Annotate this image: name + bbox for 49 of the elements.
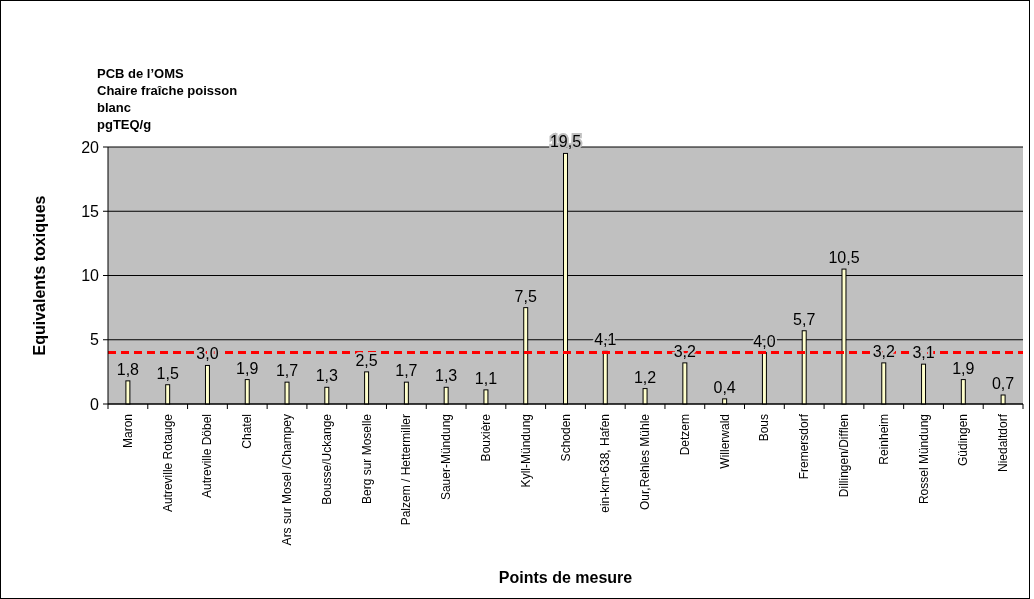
y-tick-label: 10 [81, 267, 100, 285]
y-tick-label: 5 [90, 331, 100, 349]
x-tick-label: Niedaltdorf [996, 413, 1011, 473]
x-tick-label: Palzem / Hettermiller [399, 414, 414, 526]
x-tick-label: Rossel Mündung [916, 414, 931, 505]
data-label: 1,1 [474, 369, 498, 387]
x-tick-label: ein-km-638, Hafen [598, 414, 613, 513]
y-axis-title: Equivalents toxiques [31, 195, 48, 356]
data-label: 0,4 [713, 378, 736, 396]
x-tick-label: Bouxière [478, 413, 493, 462]
x-axis-title: Points de mesure [498, 569, 633, 586]
x-tick-label: Bousse/Uckange [319, 413, 334, 505]
data-label: 1,2 [633, 368, 657, 386]
data-label: 2,5 [355, 351, 378, 369]
x-tick-label: Reinheim [876, 414, 891, 465]
y-tick-label: 0 [90, 395, 100, 413]
x-tick-label: Autreville Döbel [200, 414, 215, 499]
y-tick-label: 15 [81, 202, 100, 220]
y-tick-label: 20 [81, 138, 100, 156]
x-tick-label: Berg sur Moselle [359, 413, 374, 505]
x-tick-label: Maron [120, 414, 135, 449]
x-tick-label: Bous [757, 414, 772, 442]
data-label: 19,5 [549, 133, 582, 151]
x-tick-label: Güdingen [956, 414, 971, 467]
x-tick-label: Ars sur Mosel /Champey [280, 414, 295, 546]
data-label: 1,7 [395, 362, 418, 380]
x-tick-label: Fremersdorf [797, 413, 812, 480]
data-label: 1,9 [952, 359, 975, 377]
chart-title: PCB de l’OMS Chaire fraîche poisson blanc pgTEQ/g [97, 66, 238, 132]
x-tick-label: Our,Rehles Mühle [638, 413, 653, 511]
x-tick-label: Autreville Rotauge [160, 413, 175, 513]
data-label: 1,8 [116, 360, 140, 378]
data-label: 1,9 [236, 359, 259, 377]
data-label: 1,3 [315, 367, 339, 385]
data-label: 3,2 [673, 342, 697, 360]
data-label: 7,5 [514, 287, 537, 305]
data-label: 0,7 [991, 375, 1015, 393]
x-tick-label: Kyll-Mündung [518, 414, 533, 488]
data-label: 5,7 [793, 310, 816, 328]
data-label: 10,5 [828, 249, 860, 267]
x-tick-label: Detzem [677, 414, 692, 456]
data-label: 1,7 [275, 362, 299, 380]
data-label: 1,3 [435, 367, 458, 385]
x-tick-label: Schoden [558, 414, 573, 462]
x-tick-label: Willerwald [717, 414, 732, 469]
x-tick-label: Chatel [240, 414, 255, 449]
x-tick-label: Dillingen/Difflen [836, 414, 851, 498]
x-tick-label: Sauer-Mündung [439, 414, 454, 501]
data-label: 1,5 [156, 364, 179, 382]
